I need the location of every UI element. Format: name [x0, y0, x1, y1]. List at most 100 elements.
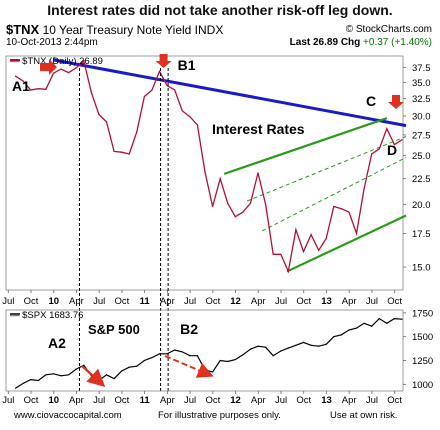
- tnx-data-point: [83, 60, 85, 62]
- bottom-x-tick-label: Apr: [342, 395, 357, 406]
- tnx-data-point: [45, 88, 47, 90]
- top-plot-frame: [5, 55, 404, 291]
- spx-data-point: [310, 344, 312, 346]
- trendline-blue-downtrend: [53, 58, 407, 128]
- spx-data-point: [151, 357, 153, 359]
- spx-data-point: [227, 360, 229, 363]
- arrow-c: [388, 95, 404, 109]
- tnx-data-point: [242, 211, 244, 213]
- tnx-data-point: [386, 128, 388, 130]
- spx-data-point: [204, 369, 206, 371]
- spx-data-point: [302, 341, 305, 343]
- spx-data-point: [257, 345, 259, 347]
- tnx-data-point: [265, 203, 267, 205]
- footer-site: www.ciovaccocapital.com: [14, 410, 122, 421]
- tnx-data-point: [75, 67, 77, 69]
- bottom-y-tick-label: 1000: [412, 380, 433, 391]
- spx-data-point: [30, 378, 32, 381]
- datetime: 10-Oct-2013 2:44pm: [6, 37, 98, 48]
- tnx-data-point: [257, 172, 259, 174]
- last-value: 26.89: [313, 37, 339, 48]
- symbol: $TNX: [6, 22, 40, 37]
- top-x-tick-label: Oct: [205, 296, 220, 307]
- bottom-x-tick-label: Jul: [184, 395, 196, 406]
- arrow-a2-decline: [81, 365, 106, 387]
- spx-data-point: [45, 374, 47, 376]
- spx-data-point: [371, 325, 373, 327]
- credit: © StockCharts.com: [345, 24, 432, 35]
- spx-data-point: [121, 370, 123, 372]
- bottom-x-tick-label: Apr: [251, 395, 266, 406]
- spx-data-point: [386, 322, 388, 324]
- tnx-data-point: [249, 202, 252, 204]
- arrow-a1: [40, 59, 57, 75]
- top-x-tick-label: Oct: [24, 296, 39, 307]
- trendline-channel-mid-2: [246, 136, 407, 202]
- annotation-b1: B1: [178, 57, 196, 73]
- top-y-tick-label: 20.0: [412, 200, 431, 211]
- spx-data-point: [265, 346, 267, 348]
- top-x-tick-label: Oct: [387, 296, 402, 307]
- tnx-data-point: [227, 202, 229, 204]
- spx-data-point: [22, 382, 24, 384]
- trendline-channel-upper: [223, 117, 388, 175]
- bottom-x-tick-label: 10: [48, 395, 59, 406]
- spx-data-point: [295, 344, 297, 346]
- spx-data-point: [52, 373, 55, 375]
- top-y-tick-label: 35.0: [412, 78, 431, 89]
- tnx-data-point: [393, 144, 396, 146]
- tnx-data-point: [14, 75, 17, 77]
- top-x-tick-label: Jul: [2, 296, 14, 307]
- top-x-tick-label: Oct: [115, 296, 130, 307]
- annotation-a2: A2: [48, 335, 66, 351]
- spx-data-point: [272, 355, 274, 357]
- tnx-data-point: [52, 72, 55, 74]
- spx-data-point: [174, 349, 176, 351]
- spx-data-point: [68, 374, 70, 376]
- bottom-y-tick-label: 1750: [412, 308, 433, 319]
- bottom-x-tick-label: Jul: [93, 395, 105, 406]
- top-x-tick-label: Jul: [93, 296, 105, 307]
- spx-data-point: [401, 318, 403, 320]
- page-title: Interest rates did not take another risk…: [47, 2, 393, 18]
- tnx-data-point: [105, 121, 108, 123]
- bottom-y-tick-label: 1500: [412, 332, 433, 343]
- annotation-d: D: [387, 142, 397, 158]
- top-x-tick-label: Apr: [160, 296, 175, 307]
- annotation-sp500: S&P 500: [88, 322, 140, 337]
- tnx-data-point: [113, 150, 115, 152]
- bottom-x-tick-label: Jul: [275, 395, 287, 406]
- tnx-data-point: [151, 89, 153, 91]
- top-x-tick-label: Jul: [366, 296, 378, 307]
- bottom-x-tick-label: Oct: [115, 395, 130, 406]
- bottom-y-tick-label: 1250: [412, 356, 433, 367]
- top-y-tick-label: 17.5: [412, 229, 431, 240]
- top-y-tick-label: 25.0: [412, 151, 431, 162]
- bottom-x-tick-label: Oct: [387, 395, 402, 406]
- top-x-tick-label: Oct: [296, 296, 311, 307]
- spx-data-point: [333, 336, 335, 338]
- trendline-channel-lower: [286, 214, 407, 273]
- spx-data-point: [113, 378, 115, 380]
- spx-data-point: [280, 350, 282, 352]
- tnx-data-point: [90, 91, 92, 94]
- tnx-data-point: [333, 205, 335, 208]
- spx-data-point: [340, 334, 342, 336]
- top-x-tick-label: 13: [321, 296, 332, 307]
- tnx-data-point: [318, 249, 320, 251]
- last-quote: Last 26.89 Chg +0.37 (+1.40%): [290, 37, 432, 48]
- footer-note-illustrative: For illustrative purposes only.: [158, 410, 281, 421]
- tnx-data-point: [219, 178, 221, 180]
- tnx-data-point: [143, 95, 145, 98]
- tnx-data-point: [181, 110, 183, 112]
- spx-data-point: [166, 353, 168, 355]
- spx-data-point: [378, 317, 380, 320]
- top-y-tick-label: 30.0: [412, 111, 431, 122]
- spx-data-point: [242, 354, 244, 356]
- tnx-data-point: [234, 216, 236, 218]
- tnx-data-point: [211, 205, 214, 208]
- tnx-data-point: [371, 153, 373, 155]
- tnx-data-point: [310, 234, 312, 236]
- spx-data-point: [136, 365, 138, 367]
- top-y-tick-label: 27.5: [412, 130, 431, 141]
